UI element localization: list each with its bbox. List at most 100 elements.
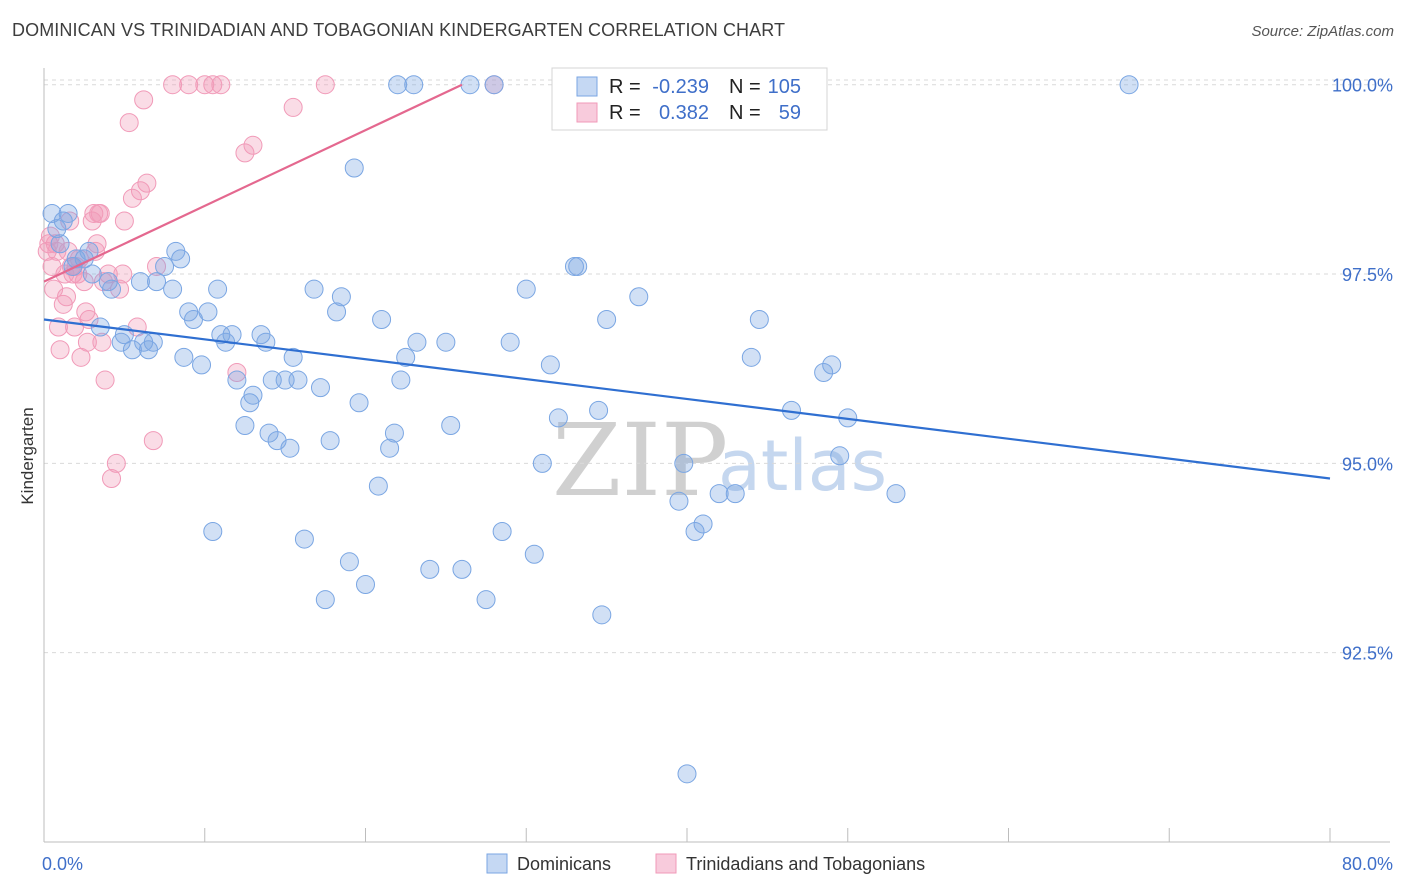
dominicans-point: [98, 272, 118, 292]
dominicans-point: [240, 393, 260, 413]
dominicans-point: [143, 332, 163, 352]
dominicans-point: [47, 219, 67, 239]
trinidadians-trend-line: [43, 83, 463, 283]
dominicans-point: [356, 575, 375, 595]
x-tick-label-min: 0.0%: [42, 854, 83, 874]
trinidadians-point: [137, 173, 157, 193]
trinidadians-point: [57, 287, 77, 307]
dominicans-point: [674, 453, 694, 473]
dominicans-point: [380, 438, 400, 458]
dominicans-point: [198, 302, 218, 322]
trinidadians-point: [84, 203, 104, 223]
dominicans-point: [327, 302, 347, 322]
dominicans-point: [315, 590, 335, 610]
dominicans-point: [677, 764, 697, 784]
dominicans-point: [235, 415, 255, 435]
dominicans-point: [741, 347, 761, 367]
trinidadians-point: [122, 188, 142, 208]
dominicans-point: [283, 347, 303, 367]
dominicans-point: [814, 362, 834, 382]
trinidadians-point: [315, 75, 335, 95]
dominicans-point: [436, 332, 456, 352]
dominicans-point: [669, 491, 689, 511]
dominicans-point: [568, 256, 588, 276]
dominicans-point: [548, 408, 568, 428]
trinidadians-point: [147, 256, 167, 276]
dominicans-point: [725, 484, 745, 504]
trinidadians-point: [50, 340, 70, 360]
trinidadians-point: [82, 211, 102, 231]
legend-label-dominicans: Dominicans: [517, 854, 611, 874]
dominicans-point: [484, 75, 504, 95]
dominicans-point: [693, 514, 713, 534]
dominicans-point: [294, 529, 314, 549]
stats-r-label-pink: R =: [609, 102, 641, 124]
dominicans-point: [259, 423, 279, 443]
dominicans-point: [344, 158, 364, 178]
trinidadians-point: [163, 75, 183, 95]
dominicans-point: [709, 484, 729, 504]
dominicans-point: [830, 446, 850, 466]
legend-swatch-dominicans: [486, 853, 508, 874]
dominicans-point: [280, 438, 300, 458]
dominicans-point: [500, 332, 520, 352]
stats-n-label-pink: N =: [729, 102, 761, 124]
trinidadians-point: [211, 75, 231, 95]
dominicans-point: [122, 340, 142, 360]
gridlines: [44, 79, 1390, 654]
dominicans-point: [540, 355, 560, 375]
y-tick-label: 95.0%: [1342, 454, 1393, 474]
trinidadians-point: [90, 203, 110, 223]
trinidadians-point: [243, 135, 263, 155]
watermark-atlas: atlas: [718, 425, 887, 507]
series-trinidadians-points: [37, 75, 504, 489]
series-dominicans-points: [42, 75, 1139, 784]
dominicans-point: [476, 590, 496, 610]
trinidadians-point: [179, 75, 199, 95]
axes: 92.5% 95.0% 97.5% 100.0%: [43, 68, 1393, 843]
watermark-zip: ZIP: [552, 402, 728, 519]
dominicans-point: [886, 484, 906, 504]
y-tick-label: 97.5%: [1342, 265, 1393, 285]
trinidadians-point: [74, 272, 94, 292]
trend-lines: [43, 83, 1331, 480]
dominicans-point: [111, 332, 131, 352]
dominicans-point: [331, 287, 351, 307]
dominicans-point: [592, 605, 612, 625]
trinidadians-point: [110, 279, 130, 299]
dominicans-point: [58, 203, 78, 223]
stats-n-value-pink: 59: [779, 102, 801, 124]
legend-swatch-trinidadians: [655, 853, 677, 874]
dominicans-point: [396, 347, 416, 367]
dominicans-point: [227, 370, 247, 390]
dominicans-point: [391, 370, 411, 390]
dominicans-point: [192, 355, 212, 375]
stats-swatch-blue: [576, 76, 598, 97]
dominicans-point: [492, 522, 512, 542]
trinidadians-point: [95, 370, 115, 390]
dominicans-point: [155, 256, 175, 276]
trinidadians-point: [102, 469, 122, 489]
dominicans-point: [174, 347, 194, 367]
y-axis-title: Kindergarten: [18, 407, 37, 504]
dominicans-point: [243, 385, 263, 405]
dominicans-point: [50, 234, 70, 254]
dominicans-point: [460, 75, 480, 95]
dominicans-point: [749, 309, 769, 329]
stats-n-value-blue: 105: [768, 76, 801, 98]
dominicans-point: [339, 552, 359, 572]
dominicans-point: [404, 75, 424, 95]
trinidadians-point: [134, 90, 154, 110]
dominicans-point: [349, 393, 369, 413]
trinidadians-point: [119, 113, 139, 133]
dominicans-point: [310, 378, 330, 398]
dominicans-point: [203, 522, 223, 542]
trinidadians-point: [76, 302, 96, 322]
stats-r-label-blue: R =: [609, 76, 641, 98]
dominicans-point: [407, 332, 427, 352]
x-tick-label-max: 80.0%: [1342, 854, 1393, 874]
dominicans-point: [420, 559, 440, 579]
dominicans-point: [589, 400, 609, 420]
series-legend: Dominicans Trinidadians and Tobagonians: [486, 853, 925, 874]
dominicans-point: [368, 476, 388, 496]
